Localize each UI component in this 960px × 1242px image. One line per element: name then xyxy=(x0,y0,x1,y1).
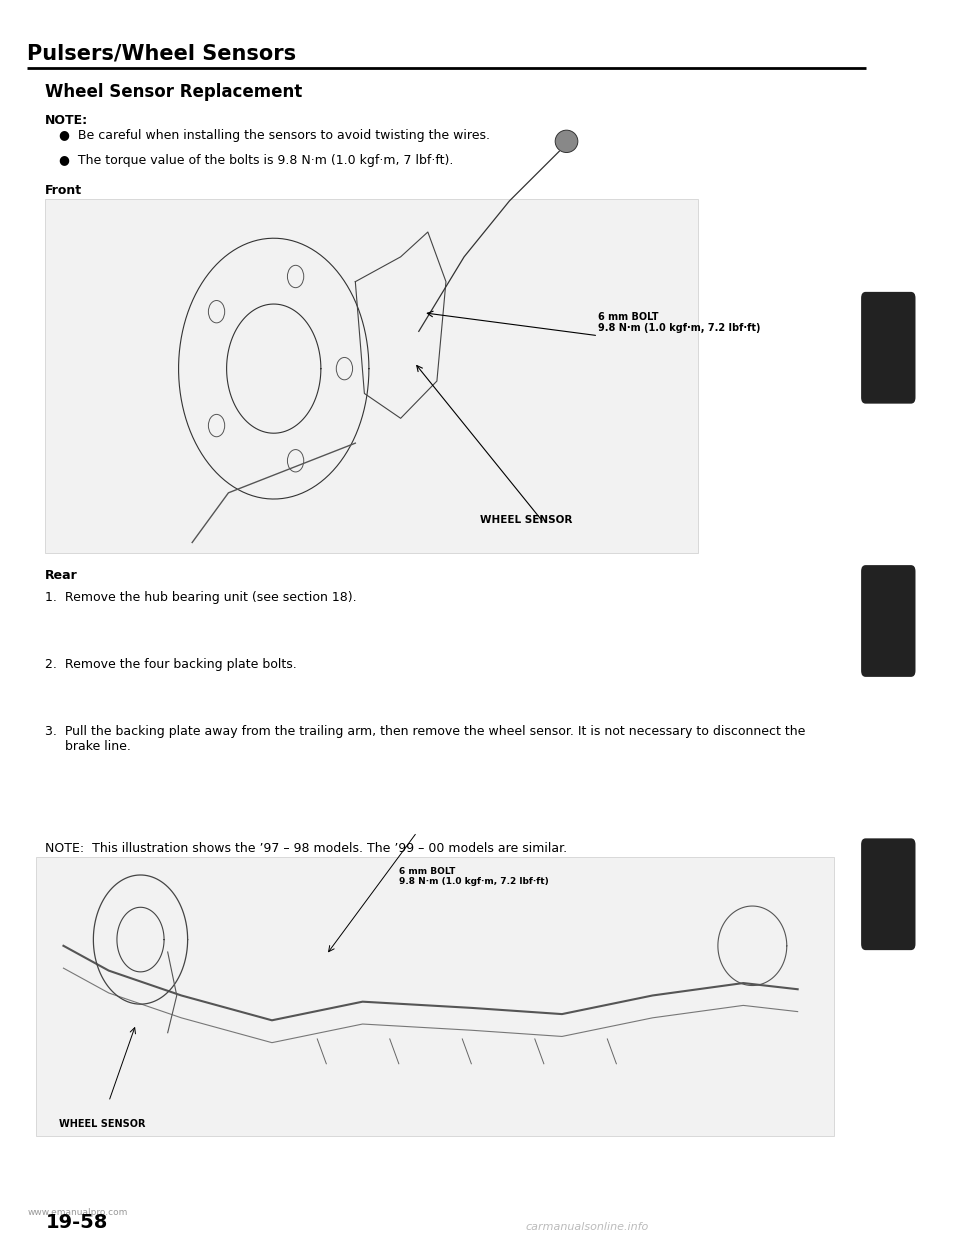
FancyBboxPatch shape xyxy=(861,838,916,950)
Text: NOTE:  This illustration shows the ’97 – 98 models. The ’99 – 00 models are simi: NOTE: This illustration shows the ’97 – … xyxy=(45,842,567,854)
Text: carmanualsonline.info: carmanualsonline.info xyxy=(526,1222,649,1232)
Text: 6 mm BOLT
9.8 N·m (1.0 kgf·m, 7.2 lbf·ft): 6 mm BOLT 9.8 N·m (1.0 kgf·m, 7.2 lbf·ft… xyxy=(598,312,760,333)
Text: ●  The torque value of the bolts is 9.8 N·m (1.0 kgf·m, 7 lbf·ft).: ● The torque value of the bolts is 9.8 N… xyxy=(59,154,453,166)
Bar xyxy=(45,199,698,553)
Text: www.emanualpro.com: www.emanualpro.com xyxy=(27,1208,128,1217)
FancyBboxPatch shape xyxy=(861,565,916,677)
Text: NOTE:: NOTE: xyxy=(45,114,88,127)
Text: 2.  Remove the four backing plate bolts.: 2. Remove the four backing plate bolts. xyxy=(45,658,297,671)
Text: Wheel Sensor Replacement: Wheel Sensor Replacement xyxy=(45,83,302,101)
Text: ●  Be careful when installing the sensors to avoid twisting the wires.: ● Be careful when installing the sensors… xyxy=(59,129,490,142)
Bar xyxy=(36,857,834,1136)
Text: 6 mm BOLT
9.8 N·m (1.0 kgf·m, 7.2 lbf·ft): 6 mm BOLT 9.8 N·m (1.0 kgf·m, 7.2 lbf·ft… xyxy=(398,867,548,887)
FancyBboxPatch shape xyxy=(861,292,916,404)
Text: Rear: Rear xyxy=(45,569,78,581)
Text: 3.  Pull the backing plate away from the trailing arm, then remove the wheel sen: 3. Pull the backing plate away from the … xyxy=(45,725,805,754)
Text: Pulsers/Wheel Sensors: Pulsers/Wheel Sensors xyxy=(27,43,297,63)
Text: Front: Front xyxy=(45,184,83,196)
Text: WHEEL SENSOR: WHEEL SENSOR xyxy=(480,515,573,525)
Text: WHEEL SENSOR: WHEEL SENSOR xyxy=(59,1119,145,1129)
Text: 19-58: 19-58 xyxy=(45,1213,108,1232)
Text: 1.  Remove the hub bearing unit (see section 18).: 1. Remove the hub bearing unit (see sect… xyxy=(45,591,357,604)
Ellipse shape xyxy=(555,130,578,153)
